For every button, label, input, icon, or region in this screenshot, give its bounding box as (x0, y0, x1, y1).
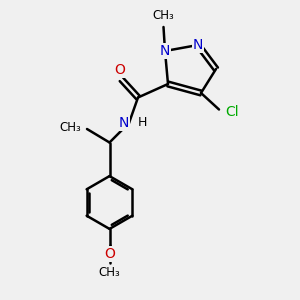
Text: N: N (118, 116, 129, 130)
Text: Cl: Cl (226, 106, 239, 119)
Text: CH₃: CH₃ (153, 9, 174, 22)
Text: H: H (137, 116, 147, 130)
Text: O: O (104, 247, 115, 261)
Text: N: N (160, 44, 170, 58)
Text: O: O (115, 62, 125, 76)
Text: CH₃: CH₃ (99, 266, 120, 279)
Text: N: N (193, 38, 203, 52)
Text: CH₃: CH₃ (60, 121, 82, 134)
